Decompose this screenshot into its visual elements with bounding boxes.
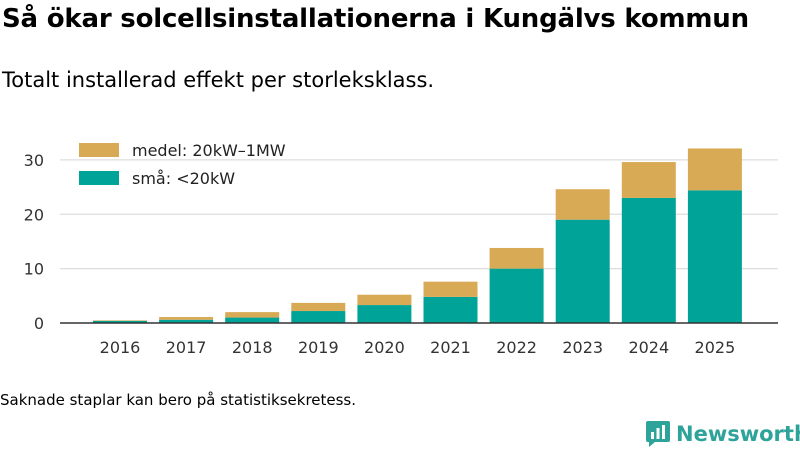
legend-swatch (79, 143, 119, 157)
y-tick-label: 20 (24, 205, 44, 224)
bar-small-2021 (423, 296, 478, 323)
stacked-bar-chart: 0 10 20 30 2016 2017 2018 2019 2020 2021 2022 2023 2… (24, 141, 778, 357)
legend-label: små: <20kW (132, 169, 235, 188)
bar-small-2023 (555, 219, 610, 323)
chart-title: Så ökar solcellsinstallationerna i Kungä… (2, 4, 749, 34)
bar-small-2020 (357, 305, 412, 323)
x-tick-label: 2024 (628, 338, 669, 357)
bar-medium-2025 (687, 148, 742, 191)
y-tick-label: 0 (34, 314, 44, 333)
bar-medium-2018 (225, 312, 280, 318)
bar-small-2017 (159, 319, 214, 323)
newsworthy-logo-icon (646, 421, 670, 447)
bar-medium-2021 (423, 281, 478, 297)
x-tick-label: 2017 (166, 338, 207, 357)
bar-medium-2024 (621, 162, 676, 198)
legend-swatch (79, 171, 119, 185)
x-tick-label: 2018 (232, 338, 273, 357)
bar-medium-2022 (489, 247, 544, 269)
bar-medium-2019 (291, 302, 346, 312)
x-tick-label: 2023 (562, 338, 603, 357)
legend-label: medel: 20kW–1MW (132, 141, 286, 160)
x-tick-label: 2021 (430, 338, 471, 357)
bar-small-2018 (225, 317, 280, 323)
bar-small-2016 (93, 320, 147, 323)
bar-medium-2023 (555, 189, 610, 220)
x-tick-label: 2022 (496, 338, 537, 357)
brand-name: Newsworthy (676, 422, 800, 446)
x-tick-label: 2016 (100, 338, 141, 357)
x-tick-label: 2019 (298, 338, 339, 357)
bar-small-2025 (687, 190, 742, 323)
chart-subtitle: Totalt installerad effekt per storlekskl… (2, 68, 435, 92)
brand-logo[interactable]: Newsworthy (645, 420, 800, 448)
bar-medium-2016 (93, 320, 147, 321)
bar-small-2022 (489, 268, 544, 323)
y-tick-label: 30 (24, 151, 44, 170)
bar-medium-2017 (159, 317, 214, 320)
x-tick-label: 2025 (695, 338, 736, 357)
bar-medium-2020 (357, 294, 412, 306)
bar-small-2024 (621, 197, 676, 323)
y-tick-label: 10 (24, 260, 44, 279)
bar-small-2019 (291, 311, 346, 323)
x-tick-label: 2020 (364, 338, 405, 357)
footnote: Saknade staplar kan bero på statistiksek… (0, 391, 357, 409)
